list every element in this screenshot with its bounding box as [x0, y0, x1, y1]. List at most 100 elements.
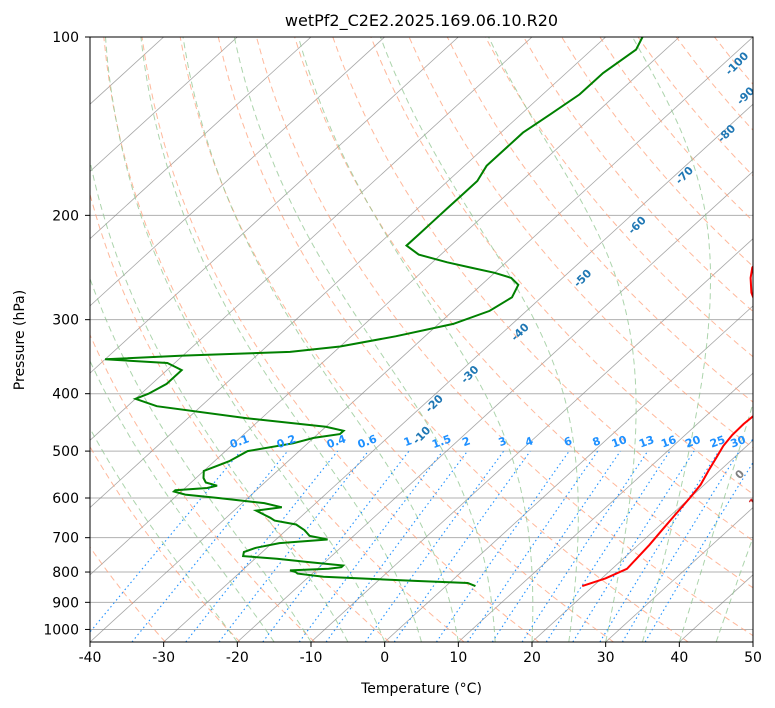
- mixing-ratio-line: [185, 450, 339, 642]
- dry-adiabat-line: [408, 37, 753, 449]
- mixing-ratio-label: 4: [523, 434, 535, 449]
- mixing-ratio-label: 0.1: [228, 432, 251, 451]
- moist-adiabat-line: [233, 37, 496, 642]
- dry-adiabat-line: [484, 37, 753, 358]
- isotherm-line: [384, 305, 753, 642]
- y-tick-label: 100: [52, 30, 79, 46]
- mixing-ratio-line: [393, 450, 531, 642]
- moist-adiabat-line: [182, 37, 459, 642]
- isotherm-line: [90, 37, 606, 509]
- dry-adiabat-line: [217, 37, 689, 642]
- dry-adiabat-line: [370, 37, 753, 495]
- mixing-ratio-line: [599, 450, 720, 642]
- dry-adiabat-line: [141, 37, 540, 642]
- isotherm-line: [605, 507, 753, 642]
- dry-adiabat-line: [90, 192, 390, 642]
- x-tick-label: 0: [380, 650, 389, 666]
- y-axis: 100 200 300 400 500 600 700 800 900 1000: [43, 30, 90, 638]
- y-tick-label: 200: [52, 208, 79, 224]
- isotherm-line: [90, 37, 238, 172]
- moist-adiabat-line: [105, 37, 386, 642]
- isotherm-line: [90, 37, 680, 576]
- mixing-ratio-line: [262, 450, 410, 642]
- mixing-ratio-line: [131, 450, 289, 642]
- x-tick-label: 20: [523, 650, 541, 666]
- y-tick-label: 800: [52, 565, 79, 581]
- moist-adiabat-line: [297, 37, 534, 642]
- moist-adiabat-line: [715, 535, 753, 642]
- dry-adiabat-line: [446, 37, 753, 403]
- dry-adiabat-line: [179, 37, 614, 642]
- isotherm-line: [90, 37, 459, 374]
- chart-title: wetPf2_C2E2.2025.169.06.10.R20: [285, 11, 558, 31]
- mixing-ratio-line: [467, 450, 599, 642]
- plot-area: -100-90-80-70-60-50-40-30-20-100.1 0.2 0.4…: [90, 37, 768, 642]
- x-axis-label: Temperature (°C): [360, 681, 482, 697]
- y-tick-label: 900: [52, 595, 79, 611]
- moist-adiabat-line: [380, 37, 579, 642]
- mixing-ratio-line: [572, 450, 695, 642]
- x-tick-label: 40: [670, 650, 688, 666]
- isotherm-line: [458, 372, 753, 642]
- mixing-ratio-label: 6: [562, 434, 574, 449]
- moist-adiabat-line: [90, 427, 238, 642]
- mixing-ratio-label: 30: [729, 433, 748, 451]
- isotherm-line: [90, 37, 385, 307]
- dry-adiabat-line: [294, 37, 753, 589]
- x-tick-label: -20: [226, 650, 249, 666]
- mixing-ratio-line: [644, 461, 753, 642]
- y-tick-label: 300: [52, 313, 79, 329]
- y-tick-label: 1000: [43, 622, 79, 638]
- mixing-ratio-label: 0.4: [325, 432, 348, 451]
- mixing-ratio-label: 0.2: [275, 432, 298, 451]
- y-axis-label: Pressure (hPa): [12, 290, 28, 390]
- x-axis: -40 -30 -20 -10 0 10 20 30 40 50: [79, 642, 762, 666]
- mixing-ratio-line: [491, 450, 621, 642]
- moist-adiabat-label: 10: [746, 490, 766, 510]
- dry-adiabat-line: [103, 37, 465, 642]
- mixing-ratio-label: 20: [683, 433, 702, 451]
- dewpoint-profile-line: [105, 37, 644, 588]
- mixing-ratio-line: [435, 450, 570, 642]
- y-tick-label: 600: [52, 491, 79, 507]
- y-tick-label: 400: [52, 387, 79, 403]
- isotherm-line: [531, 439, 753, 642]
- moist-adiabat-line: [90, 359, 275, 642]
- mixing-ratio-label: 0.6: [356, 432, 379, 451]
- dry-adiabat-line: [90, 546, 166, 642]
- dry-adiabat-line: [523, 37, 753, 313]
- isotherm-line: [237, 170, 753, 642]
- mixing-ratio-label: 8: [591, 434, 603, 449]
- x-tick-label: 50: [744, 650, 762, 666]
- mixing-ratio-label: 2: [460, 434, 472, 449]
- y-tick-label: 500: [52, 444, 79, 460]
- moist-adiabat-line: [140, 37, 422, 642]
- mixing-ratio-label: 10: [610, 433, 629, 451]
- isotherm-line: [90, 37, 312, 240]
- dry-adiabat-line: [332, 37, 753, 542]
- mixing-ratio-label: 13: [637, 433, 656, 450]
- x-tick-label: -10: [300, 650, 323, 666]
- plot-border: [89, 36, 754, 643]
- mixing-ratio-label: 36: [749, 433, 768, 451]
- x-tick-label: -30: [152, 650, 175, 666]
- mixing-ratio-line: [521, 450, 649, 642]
- dry-adiabat-line: [256, 37, 753, 637]
- temperature-profile-line: [581, 265, 753, 588]
- moist-adiabat-line: [90, 158, 349, 642]
- moist-adiabat-line: [90, 277, 312, 642]
- mixing-ratio-label: 25: [708, 433, 727, 450]
- x-tick-label: 10: [449, 650, 467, 666]
- mixing-ratio-label: 1.5: [430, 432, 453, 451]
- x-tick-label: -40: [79, 650, 102, 666]
- mixing-ratio-line: [545, 450, 671, 642]
- isotherm-line: [310, 238, 753, 642]
- plot-frame: [89, 36, 754, 643]
- mixing-ratio-line: [621, 450, 740, 642]
- mixing-ratio-label: 1: [402, 434, 414, 449]
- mixing-ratio-label: 3: [497, 434, 509, 449]
- y-tick-label: 700: [52, 531, 79, 547]
- moist-adiabat-line: [678, 401, 753, 642]
